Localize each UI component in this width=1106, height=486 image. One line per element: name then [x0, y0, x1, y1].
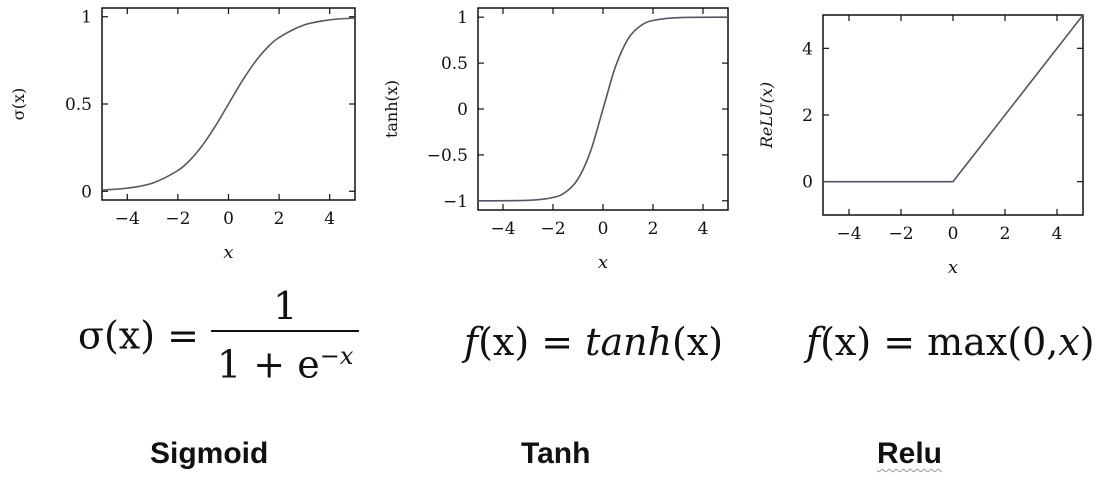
tanh-name: Tanh: [521, 437, 591, 470]
sigmoid-formula-numerator: 1: [211, 282, 360, 332]
relu-xtick-label: −4: [836, 224, 861, 244]
tanh-ytick-label: −0.5: [427, 146, 468, 166]
sigmoid-formula: σ(x) = 1 1 + e−x: [78, 282, 360, 389]
relu-ytick-label: 0: [802, 173, 813, 193]
tanh-xtick-label: 2: [648, 219, 659, 239]
sigmoid-formula-denominator-base: 1 + e: [217, 342, 320, 387]
tanh-xtick-label: −2: [540, 219, 565, 239]
tanh-ytick-label: 0.5: [441, 54, 468, 74]
sigmoid-xtick-label: −4: [115, 209, 140, 229]
sigmoid-xtick-label: 2: [274, 209, 285, 229]
relu-curve: [823, 14, 1084, 183]
tanh-xtick-label: 4: [698, 219, 709, 239]
sigmoid-formula-exponent: −x: [319, 342, 354, 370]
relu-formula-f: f: [806, 320, 821, 364]
relu-xtick-label: 4: [1052, 224, 1063, 244]
sigmoid-curve: [101, 17, 356, 191]
sigmoid-xtick-label: 0: [223, 209, 234, 229]
tanh-formula-rest: (x) =: [478, 320, 586, 364]
relu-formula: f(x) = max(0,x): [806, 320, 1095, 364]
tanh-xtick-label: 0: [598, 219, 609, 239]
relu-formula-close: ): [1079, 320, 1095, 364]
relu-formula-rest: (x) = max(0,: [820, 320, 1059, 364]
tanh-ylabel: tanh(x): [382, 80, 401, 138]
tanh-ytick-label: 0: [457, 100, 468, 120]
relu-ytick-label: 2: [802, 106, 813, 126]
tanh-xtick-label: −4: [490, 219, 515, 239]
tanh-formula-f: f: [464, 320, 479, 364]
sigmoid-xtick-label: −2: [165, 209, 190, 229]
sigmoid-xlabel: x: [223, 242, 233, 263]
sigmoid-ytick-label: 1: [81, 8, 92, 28]
tanh-formula-fn: tanh: [585, 320, 673, 364]
relu-xlabel: x: [948, 257, 958, 278]
sigmoid-formula-fraction: 1 1 + e−x: [211, 282, 360, 389]
sigmoid-ytick-label: 0: [81, 182, 92, 202]
sigmoid-ylabel: σ(x): [9, 88, 28, 120]
relu-formula-x: x: [1058, 320, 1080, 364]
sigmoid-formula-lhs: σ(x) =: [78, 313, 199, 358]
relu-ylabel: ReLU(x): [757, 82, 776, 149]
tanh-curve: [477, 16, 729, 202]
sigmoid-name: Sigmoid: [150, 437, 269, 470]
relu-xtick-label: 0: [948, 224, 959, 244]
relu-xtick-label: −2: [888, 224, 913, 244]
tanh-formula-arg: (x): [672, 320, 724, 364]
sigmoid-ytick-label: 0.5: [65, 95, 92, 115]
sigmoid-xtick-label: 4: [324, 209, 335, 229]
relu-ytick-label: 4: [802, 39, 813, 59]
tanh-xlabel: x: [598, 252, 608, 273]
tanh-formula: f(x) = tanh(x): [464, 320, 723, 364]
tanh-ytick-label: −1: [443, 192, 468, 212]
tanh-ytick-label: 1: [457, 8, 468, 28]
relu-plot-frame: [822, 14, 1084, 216]
sigmoid-formula-denominator: 1 + e−x: [211, 332, 359, 389]
relu-name: Relu: [877, 437, 943, 470]
relu-xtick-label: 2: [1000, 224, 1011, 244]
